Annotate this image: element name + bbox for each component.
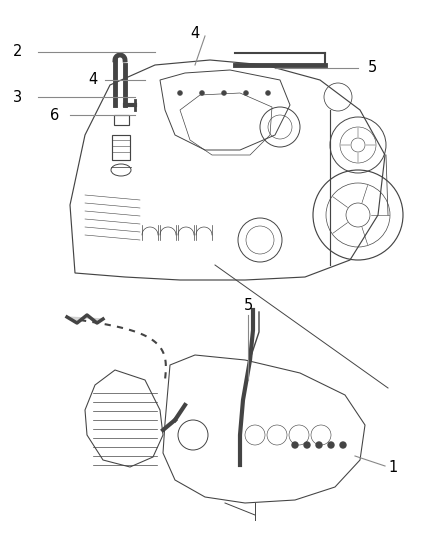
- Circle shape: [316, 442, 322, 448]
- Circle shape: [304, 442, 310, 448]
- Circle shape: [340, 442, 346, 448]
- Text: 5: 5: [367, 61, 377, 76]
- Circle shape: [328, 442, 334, 448]
- Text: 6: 6: [50, 108, 60, 123]
- Text: 1: 1: [389, 461, 398, 475]
- Text: 4: 4: [191, 26, 200, 41]
- Circle shape: [265, 91, 271, 95]
- Bar: [114, 115, 129, 125]
- Circle shape: [292, 442, 298, 448]
- Circle shape: [199, 91, 205, 95]
- Text: 3: 3: [14, 90, 23, 104]
- Circle shape: [177, 91, 183, 95]
- Text: 2: 2: [13, 44, 23, 60]
- Text: 4: 4: [88, 72, 98, 87]
- Circle shape: [244, 91, 248, 95]
- Polygon shape: [67, 315, 103, 323]
- Text: 5: 5: [244, 297, 253, 312]
- Circle shape: [222, 91, 226, 95]
- Bar: [112, 135, 130, 160]
